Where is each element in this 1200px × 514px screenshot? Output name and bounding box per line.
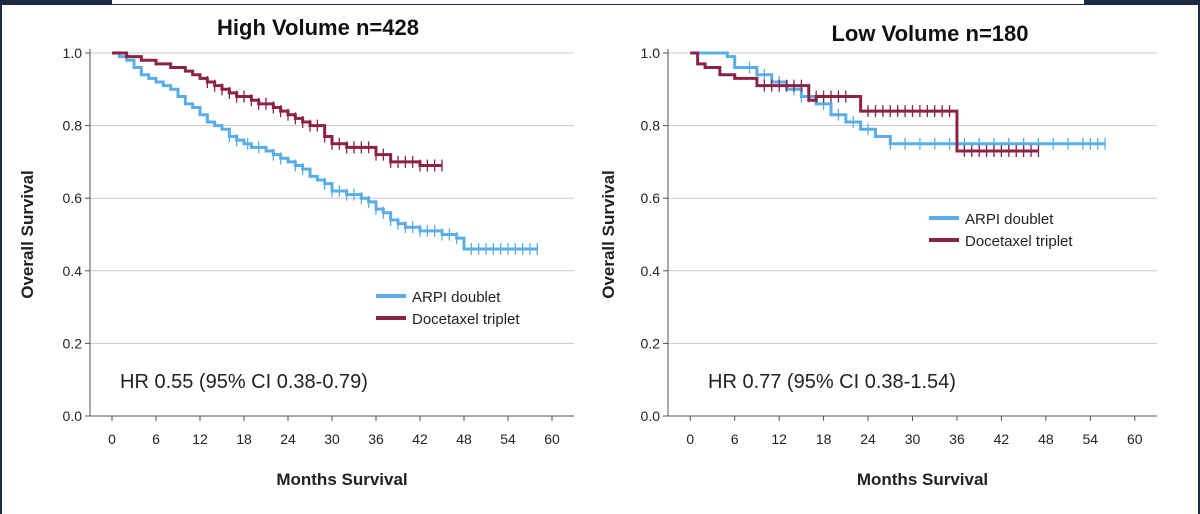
- km-curve-arpi-doublet: [690, 51, 1106, 146]
- km-curve-arpi-doublet: [112, 51, 538, 251]
- y-tick-label: 0.8: [63, 118, 83, 134]
- x-tick-label: 24: [860, 431, 876, 447]
- km-curve-docetaxel-triplet: [112, 51, 442, 168]
- x-tick-label: 6: [152, 431, 160, 447]
- left-frame-bar: [0, 0, 2, 514]
- chart-title: High Volume n=428: [217, 15, 419, 40]
- y-axis-title: Overall Survival: [599, 170, 618, 299]
- hazard-ratio-annotation: HR 0.55 (95% CI 0.38-0.79): [120, 371, 368, 393]
- x-tick-label: 54: [500, 431, 516, 447]
- km-curve-docetaxel-triplet: [690, 51, 1039, 153]
- x-tick-label: 24: [280, 431, 296, 447]
- x-tick-label: 36: [949, 431, 965, 447]
- x-tick-label: 6: [731, 431, 739, 447]
- top-frame-bar: [0, 0, 1200, 5]
- x-tick-label: 42: [994, 431, 1010, 447]
- right-frame-bar: [1198, 0, 1200, 514]
- y-tick-label: 0.0: [63, 408, 83, 424]
- x-axis-title: Months Survival: [857, 470, 988, 489]
- y-tick-label: 0.2: [641, 335, 661, 351]
- x-tick-label: 30: [324, 431, 340, 447]
- legend-label: ARPI doublet: [412, 289, 501, 306]
- x-tick-label: 48: [456, 431, 472, 447]
- x-tick-label: 18: [236, 431, 252, 447]
- y-axis-title: Overall Survival: [18, 170, 37, 299]
- chart-1: 0.0 0.2 0.4 0.6 0.8 1.0 0 6 12 18 24 30 36 42 48 54 60 Hi…: [18, 15, 574, 489]
- top-frame-gap: [112, 0, 1084, 4]
- chart-title: Low Volume n=180: [831, 21, 1028, 46]
- x-tick-label: 36: [368, 431, 384, 447]
- x-tick-label: 30: [905, 431, 921, 447]
- y-tick-label: 0.8: [641, 118, 661, 134]
- x-tick-label: 12: [771, 431, 787, 447]
- y-tick-label: 0.6: [63, 190, 83, 206]
- legend-label: Docetaxel triplet: [412, 311, 520, 328]
- x-tick-label: 54: [1083, 431, 1099, 447]
- y-tick-label: 0.2: [63, 335, 83, 351]
- hazard-ratio-annotation: HR 0.77 (95% CI 0.38-1.54): [708, 371, 956, 393]
- x-tick-label: 60: [544, 431, 560, 447]
- y-tick-label: 1.0: [641, 45, 661, 61]
- y-tick-label: 0.4: [63, 263, 83, 279]
- y-tick-label: 0.4: [641, 263, 661, 279]
- y-tick-label: 1.0: [63, 45, 83, 61]
- x-tick-label: 18: [816, 431, 832, 447]
- x-tick-label: 12: [192, 431, 208, 447]
- legend-label: Docetaxel triplet: [965, 233, 1073, 250]
- x-tick-label: 48: [1038, 431, 1054, 447]
- y-tick-label: 0.6: [641, 190, 661, 206]
- x-tick-label: 0: [108, 431, 116, 447]
- x-tick-label: 42: [412, 431, 428, 447]
- x-tick-label: 60: [1127, 431, 1143, 447]
- y-tick-label: 0.0: [641, 408, 661, 424]
- legend-label: ARPI doublet: [965, 211, 1054, 228]
- x-tick-label: 0: [686, 431, 694, 447]
- chart-2: 0.0 0.2 0.4 0.6 0.8 1.0 0 6 12 18 24 30 36 42 48 54 60 Lo…: [599, 21, 1157, 489]
- x-axis-title: Months Survival: [276, 470, 407, 489]
